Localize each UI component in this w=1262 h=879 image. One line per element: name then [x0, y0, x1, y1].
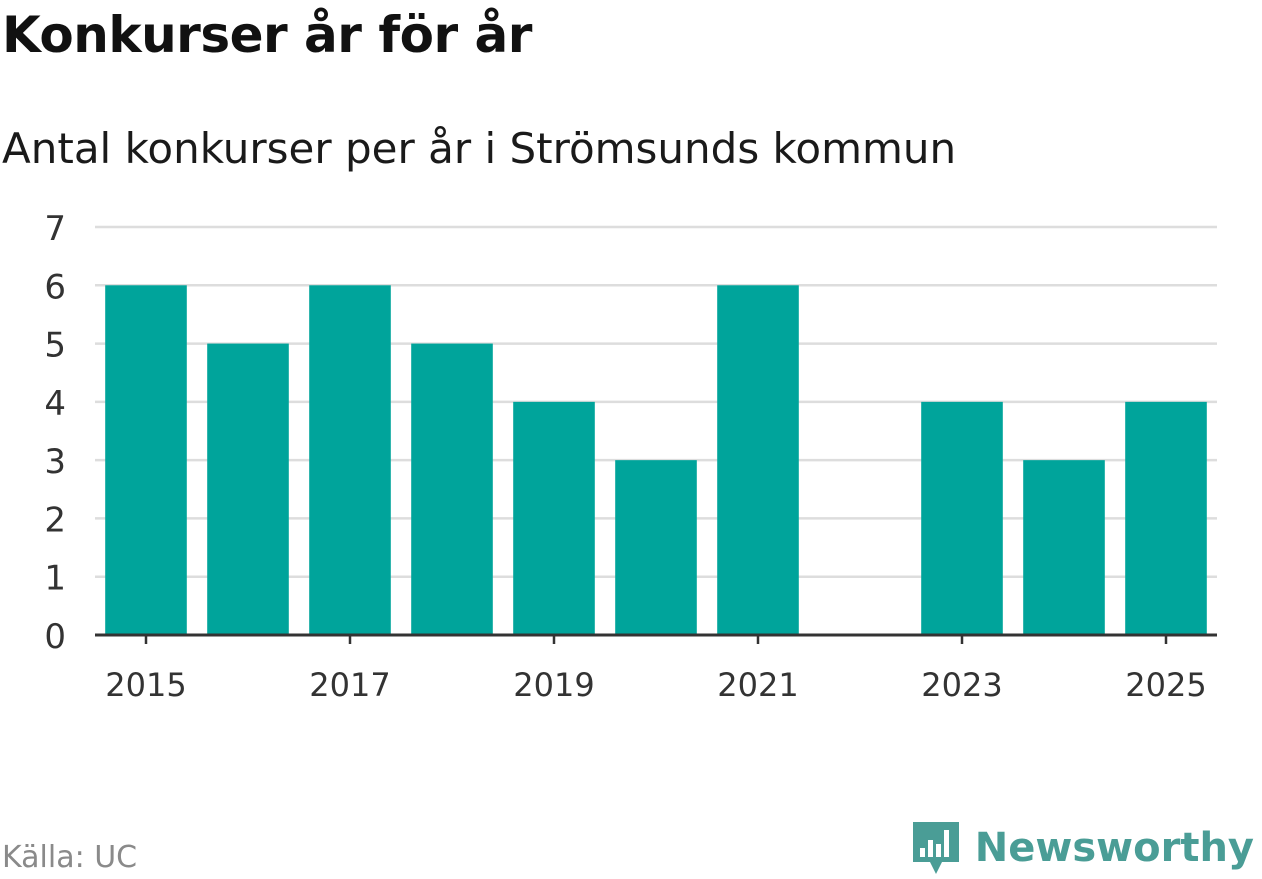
x-tick-label: 2025 — [1125, 666, 1206, 704]
bar-2015 — [105, 285, 187, 635]
x-tick-label: 2023 — [921, 666, 1002, 704]
y-tick-label: 4 — [44, 384, 66, 424]
chart-title: Konkurser år för år — [2, 6, 532, 64]
chart-subtitle: Antal konkurser per år i Strömsunds komm… — [2, 124, 957, 173]
y-tick-label: 2 — [44, 500, 66, 540]
bar-2016 — [207, 343, 289, 635]
y-tick-label: 3 — [44, 442, 66, 482]
bar-2025 — [1125, 401, 1207, 635]
bar-2017 — [309, 285, 391, 635]
y-tick-label: 0 — [44, 617, 66, 657]
brand-logo: Newsworthy — [911, 818, 1254, 878]
bar-2021 — [717, 285, 799, 635]
x-tick-label: 2015 — [105, 666, 186, 704]
y-tick-label: 7 — [44, 209, 66, 249]
source-label: Källa: UC — [2, 840, 138, 875]
bar-2023 — [921, 401, 1003, 635]
bar-2024 — [1023, 460, 1105, 635]
newsworthy-logo-icon — [912, 822, 959, 874]
brand-name: Newsworthy — [974, 825, 1254, 871]
bar-2018 — [411, 343, 493, 635]
y-tick-label: 6 — [44, 267, 66, 307]
x-tick-label: 2021 — [717, 666, 798, 704]
x-tick-label: 2019 — [513, 666, 594, 704]
y-tick-label: 1 — [44, 559, 66, 599]
y-tick-label: 5 — [44, 326, 66, 366]
x-tick-label: 2017 — [309, 666, 390, 704]
bar-2020 — [615, 460, 697, 635]
bar-2019 — [513, 401, 595, 635]
